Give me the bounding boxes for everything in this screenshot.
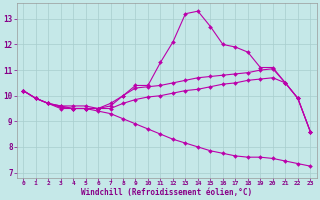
- X-axis label: Windchill (Refroidissement éolien,°C): Windchill (Refroidissement éolien,°C): [81, 188, 252, 197]
